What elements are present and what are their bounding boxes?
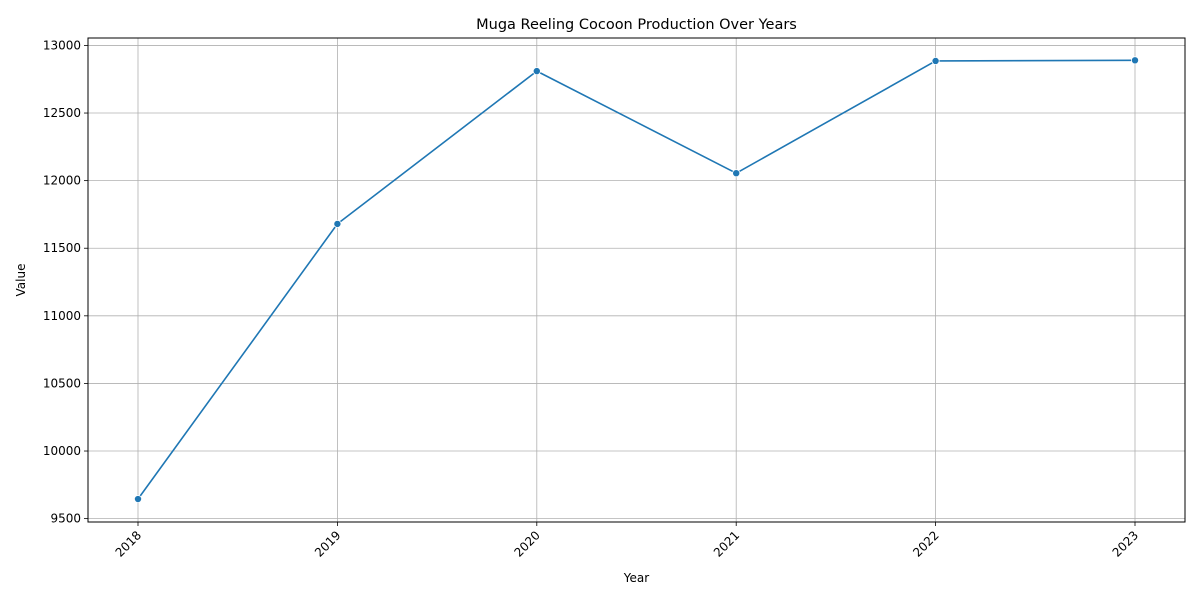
y-axis-ticks: 9500 10000 10500 11000 11500 12000 12500 13000 — [43, 38, 88, 526]
x-axis-label: Year — [623, 571, 649, 585]
data-point — [732, 169, 741, 178]
data-point — [133, 495, 142, 504]
y-axis-label: Value — [14, 264, 28, 297]
y-tick-label: 10000 — [43, 444, 81, 458]
x-tick-label: 2023 — [1110, 528, 1141, 559]
y-tick-label: 9500 — [50, 512, 81, 526]
x-tick-label: 2020 — [511, 528, 542, 559]
grid-lines — [88, 38, 1185, 522]
series-line-group — [137, 59, 1136, 500]
plot-area-frame — [87, 37, 1186, 523]
y-tick-label: 13000 — [43, 38, 81, 52]
x-tick-label: 2021 — [711, 528, 742, 559]
data-point — [333, 219, 342, 228]
x-tick-label: 2022 — [910, 528, 941, 559]
data-markers — [133, 56, 1140, 504]
y-tick-label: 11000 — [43, 309, 81, 323]
x-tick-label: 2018 — [113, 528, 144, 559]
y-tick-label: 10500 — [43, 376, 81, 390]
chart-title: Muga Reeling Cocoon Production Over Year… — [476, 17, 797, 33]
data-point — [1131, 56, 1140, 65]
series-line — [137, 59, 1136, 500]
x-tick-label: 2019 — [312, 528, 343, 559]
y-tick-label: 11500 — [43, 241, 81, 255]
data-point — [532, 67, 541, 76]
data-point — [931, 56, 940, 65]
x-axis-ticks: 2018 2019 2020 2021 2022 2023 — [113, 522, 1141, 560]
y-tick-label: 12000 — [43, 174, 81, 188]
y-tick-label: 12500 — [43, 106, 81, 120]
